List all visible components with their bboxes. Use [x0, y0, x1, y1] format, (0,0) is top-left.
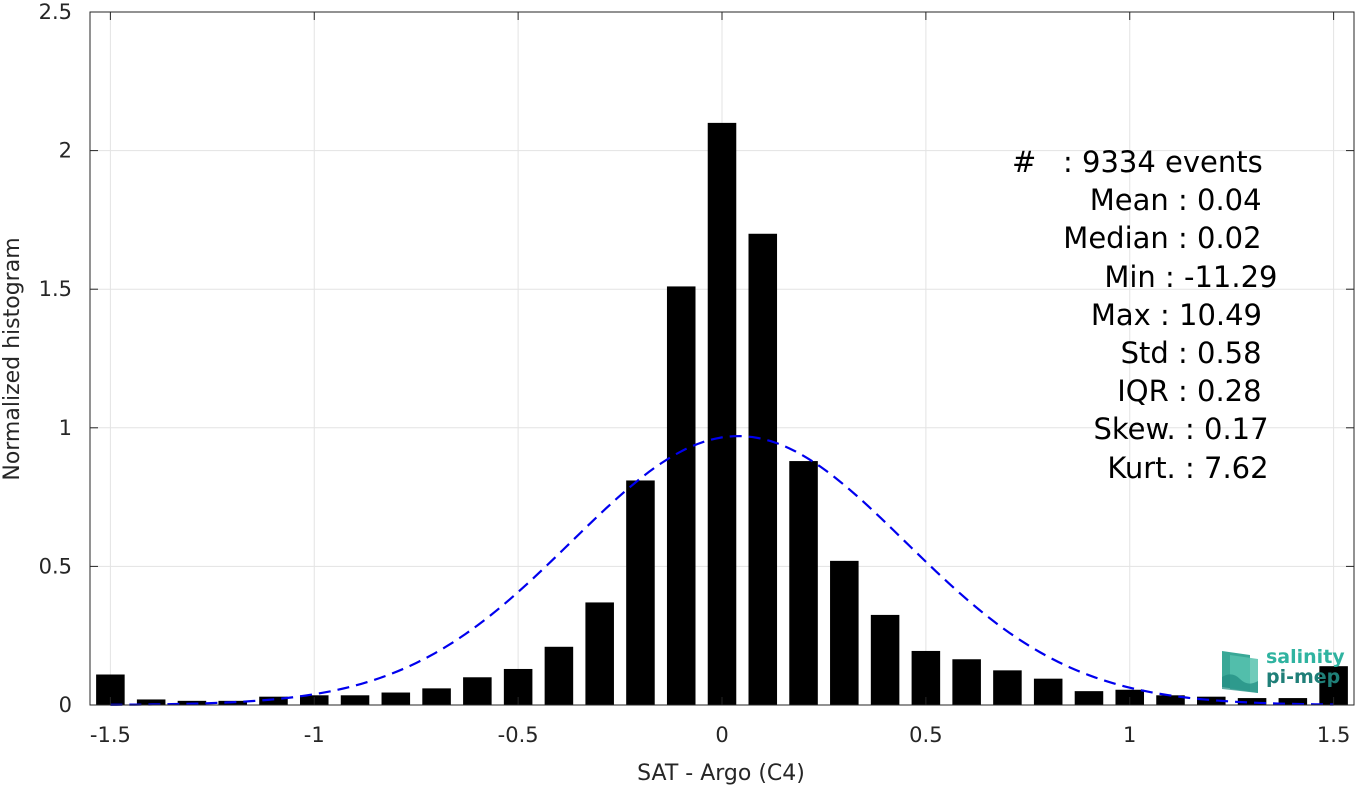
y-tick-label: 1: [59, 416, 72, 440]
stat-row: Min : -11.29: [960, 258, 1280, 296]
histogram-bars: [96, 122, 1348, 705]
logo-line1: salinity: [1266, 646, 1345, 668]
histogram-bar: [789, 461, 818, 705]
histogram-bar: [1033, 678, 1063, 705]
stat-value: : 10.49: [1160, 297, 1263, 332]
histogram-bar: [136, 699, 166, 705]
histogram-bar: [870, 614, 900, 705]
x-tick-label: 1: [1123, 723, 1136, 747]
histogram-bar: [952, 659, 981, 705]
histogram-bar: [830, 560, 859, 705]
salinity-pimep-logo: salinity pi-mep: [1216, 645, 1346, 695]
x-tick-label: -1.5: [90, 723, 131, 747]
histogram-bar: [666, 286, 696, 705]
stat-row: Std : 0.58: [960, 334, 1280, 372]
histogram-bar: [993, 670, 1022, 705]
histogram-bar: [463, 677, 492, 705]
x-tick-label: 0.5: [909, 723, 942, 747]
stat-value: : 0.28: [1178, 374, 1262, 409]
x-tick-label: 1.5: [1317, 723, 1350, 747]
stat-row: Kurt. : 7.62: [960, 449, 1280, 487]
x-tick-label: 0: [715, 723, 728, 747]
stat-label: Skew.: [1093, 412, 1185, 447]
y-tick-labels: 0 0.5 1 1.5 2 2.5: [39, 0, 72, 717]
histogram-bar: [707, 122, 737, 705]
stat-label: Max: [1090, 297, 1160, 332]
x-tick-label: -0.5: [498, 723, 539, 747]
x-tick-labels: -1.5 -1 -0.5 0 0.5 1 1.5: [90, 723, 1350, 747]
histogram-bar: [748, 233, 778, 705]
logo-line2: pi-mep: [1266, 666, 1341, 688]
stat-label: #: [1012, 145, 1055, 179]
stat-row: IQR : 0.28: [960, 372, 1280, 410]
histogram-bar: [381, 692, 411, 705]
stat-label: Std: [1120, 335, 1178, 370]
stat-value: : 9334 events: [1063, 145, 1263, 179]
histogram-bar: [1278, 698, 1308, 705]
histogram-bar: [422, 688, 451, 705]
stat-value: : 0.04: [1178, 183, 1262, 218]
stat-row: Mean : 0.04: [960, 181, 1280, 219]
normal-fit-curve: [110, 435, 1334, 706]
stat-row: Max : 10.49: [960, 296, 1280, 334]
histogram-bar: [1197, 696, 1226, 705]
stat-value: : 0.17: [1185, 412, 1269, 447]
histogram-bar: [544, 646, 574, 705]
y-tick-label: 1.5: [39, 277, 72, 301]
stat-row: Skew. : 0.17: [960, 410, 1280, 448]
y-tick-label: 2.5: [39, 0, 72, 24]
histogram-bar: [340, 695, 370, 705]
histogram-bar: [585, 602, 614, 705]
y-axis-label: Normalized histogram: [0, 237, 25, 480]
x-axis-label: SAT - Argo (C4): [637, 761, 805, 786]
stat-label: IQR: [1117, 374, 1178, 409]
histogram-bar: [1156, 695, 1185, 705]
histogram-bar: [1237, 698, 1267, 705]
stat-value: : -11.29: [1165, 259, 1278, 294]
stat-label: Mean: [1089, 183, 1178, 218]
histogram-bar: [1074, 691, 1104, 705]
statistics-panel: # : 9334 events Mean : 0.04 Median : 0.02 M…: [960, 143, 1280, 487]
histogram-bar: [911, 650, 941, 705]
axes-frame: [89, 11, 1355, 706]
stat-label: Min: [1104, 259, 1165, 294]
stat-value: : 7.62: [1185, 450, 1269, 485]
x-tick-label: -1: [304, 723, 325, 747]
histogram-bar: [626, 480, 655, 705]
salinity-pimep-logo-icon: [1222, 651, 1258, 693]
stat-label: Kurt.: [1107, 450, 1185, 485]
stat-value: : 0.02: [1178, 221, 1262, 256]
stat-value: : 0.58: [1178, 335, 1262, 370]
histogram-bar: [259, 696, 288, 705]
stat-row: # : 9334 events: [960, 143, 1280, 181]
y-tick-label: 2: [59, 139, 72, 163]
stat-label: Median: [1063, 221, 1178, 256]
stat-row: Median : 0.02: [960, 219, 1280, 257]
y-tick-label: 0.5: [39, 554, 72, 578]
y-tick-label: 0: [59, 693, 72, 717]
